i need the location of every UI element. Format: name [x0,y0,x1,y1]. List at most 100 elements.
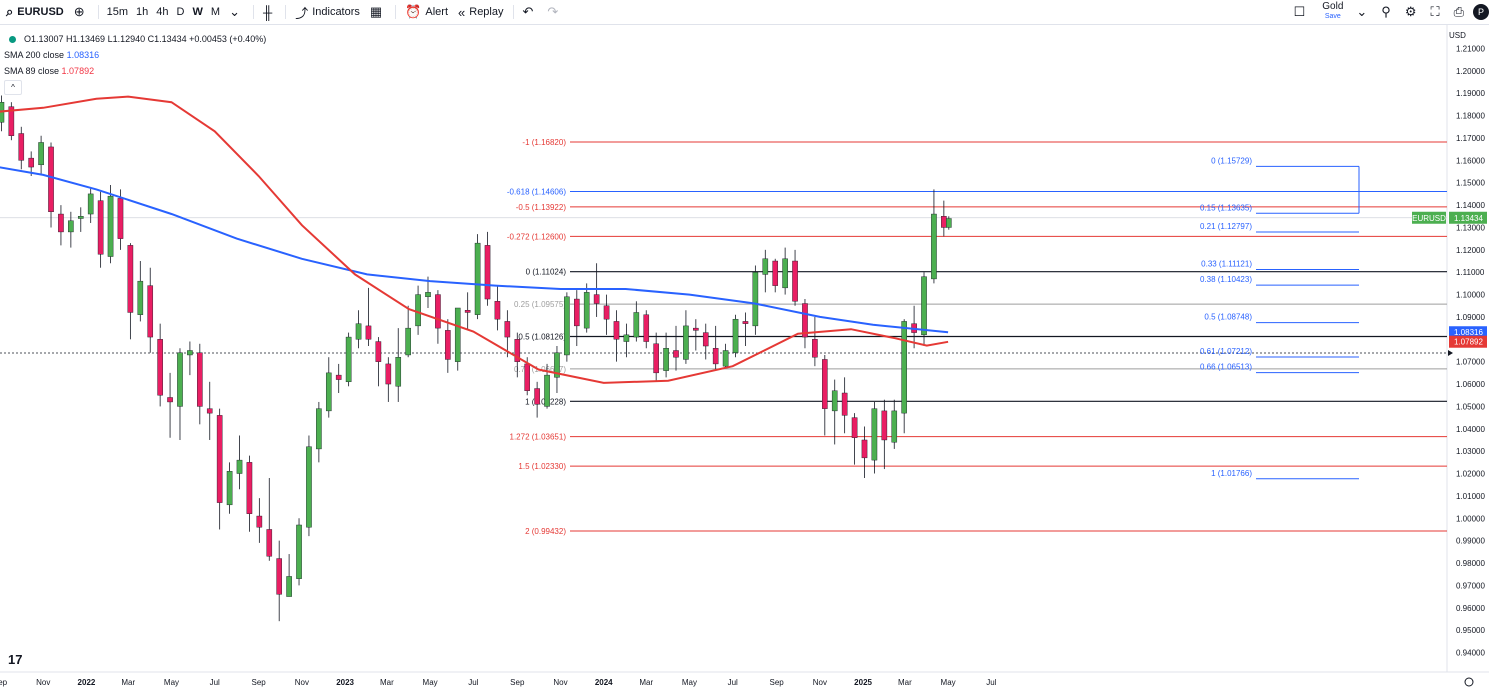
y-tick-label: 1.13000 [1456,223,1485,232]
interval-w[interactable]: W [192,6,203,18]
y-tick-label: 1.09000 [1456,313,1485,322]
toolbar-right: ☐ Gold Save ⌄ ⚲ ⚙ ⛶ ⎙ P [1289,0,1489,24]
sma200-label: SMA 200 close [4,50,65,60]
divider [395,5,397,19]
quick-search-button[interactable]: ⚲ [1376,0,1400,24]
interval-15m[interactable]: 15m [106,6,129,18]
divider [285,5,287,19]
undo-button[interactable]: ↶ [518,0,543,24]
candle-body [946,218,952,228]
compare-symbol-button[interactable]: ⊕ [69,0,94,24]
layout-button[interactable]: ☐ [1289,0,1315,24]
save-layout-button[interactable]: Gold Save [1322,2,1343,22]
candle-body [425,292,431,298]
candle-body [554,352,560,378]
candle-body [167,397,173,403]
candle-body [18,133,25,161]
candle-body [583,292,590,329]
x-tick-label: Sep [770,678,785,687]
indicators-button[interactable]: ⤴ Indicators [290,0,365,24]
x-tick-label: May [682,678,697,687]
sma89-legend[interactable]: SMA 89 close 1.07892 [4,63,266,79]
candle-body [822,359,828,409]
candle-body [891,410,898,443]
fib-extension-label: 2 (0.99432) [525,527,566,536]
fib-extension-label: 0.25 (1.09575) [514,300,566,309]
interval-4h[interactable]: 4h [156,6,169,18]
market-status-dot [9,35,16,43]
x-tick-label: Jul [986,678,996,687]
chart-type-button[interactable]: ╫ [258,0,281,24]
redo-button[interactable]: ↷ [542,0,567,24]
interval-1h[interactable]: 1h [136,6,149,18]
sma200-legend[interactable]: SMA 200 close 1.08316 [4,47,266,63]
sma89-line [0,95,949,384]
candle-body [445,330,451,360]
candle-body [48,146,54,213]
x-tick-label: Mar [121,678,135,687]
candle-body [325,372,332,412]
candle-body [494,301,501,320]
candle-body [871,408,878,461]
grid-icon: ▦ [369,4,383,19]
magnifier-icon: ⚲ [1381,4,1391,19]
candle-body [137,280,144,315]
save-dropdown[interactable]: ⌄ [1351,0,1376,24]
fib-retracement-label: 0.15 (1.13635) [1200,203,1252,212]
fullscreen-button[interactable]: ⛶ [1425,0,1448,24]
interval-dropdown[interactable]: ⌄ [224,0,249,24]
alert-label: Alert [425,6,449,18]
interval-d[interactable]: D [176,6,185,18]
y-tick-label: 1.03000 [1456,447,1485,456]
interval-m[interactable]: M [210,6,221,18]
x-tick-label: Jul [210,678,220,687]
candle-body [722,350,729,367]
y-tick-label: 0.94000 [1456,648,1485,657]
symbol-search-button[interactable]: ⌕ EURUSD [0,0,69,24]
axis-price-label: 1.08316 [1454,328,1483,337]
settings-button[interactable]: ⚙ [1400,0,1426,24]
x-tick-label: May [423,678,438,687]
fullscreen-icon: ⛶ [1430,4,1440,19]
x-tick-label: May [164,678,179,687]
collapse-legend-button[interactable]: ^ [4,80,22,95]
candle-body [127,245,134,313]
x-tick-label: Sep [252,678,267,687]
candle-body [8,106,15,136]
y-tick-label: 1.06000 [1456,380,1485,389]
divider [252,5,254,19]
candle-body [415,294,421,327]
x-tick-label: Sep [510,678,525,687]
avatar[interactable]: P [1473,4,1489,20]
square-icon: ☐ [1293,4,1306,19]
candle-body [454,307,461,362]
candle-body [693,327,699,331]
templates-button[interactable]: ▦ [365,0,391,24]
candle-body [831,390,838,412]
y-tick-label: 1.21000 [1456,45,1485,54]
time-axis-settings-icon [1464,677,1474,687]
replay-button[interactable]: «Replay [453,0,508,24]
candle-body [335,374,342,380]
y-tick-label: 1.01000 [1456,492,1485,501]
fib-extension-label: -1 (1.16820) [522,138,566,147]
y-tick-label: 1.12000 [1456,246,1485,255]
candle-body [772,260,779,286]
price-label-box [1449,335,1487,348]
currency-label[interactable]: USD [1449,31,1466,40]
candle-body [77,216,84,219]
crosshair-marker [1448,350,1453,356]
x-tick-label: Nov [295,678,309,687]
snapshot-button[interactable]: ⎙ [1449,0,1473,24]
save-label: Save [1324,13,1341,20]
x-tick-label: 2023 [336,678,354,687]
fib-extension-label: -0.618 (1.14606) [507,188,566,197]
candle-body [197,352,203,407]
candle-body [901,321,907,414]
candle-body [484,245,491,300]
top-toolbar: ⌕ EURUSD ⊕ 15m 1h 4h D W M ⌄ ╫ ⤴ Indicator… [0,0,1489,25]
candle-body [643,314,650,342]
alert-button[interactable]: ⏰ Alert [400,0,453,24]
x-tick-label: 2024 [595,678,613,687]
